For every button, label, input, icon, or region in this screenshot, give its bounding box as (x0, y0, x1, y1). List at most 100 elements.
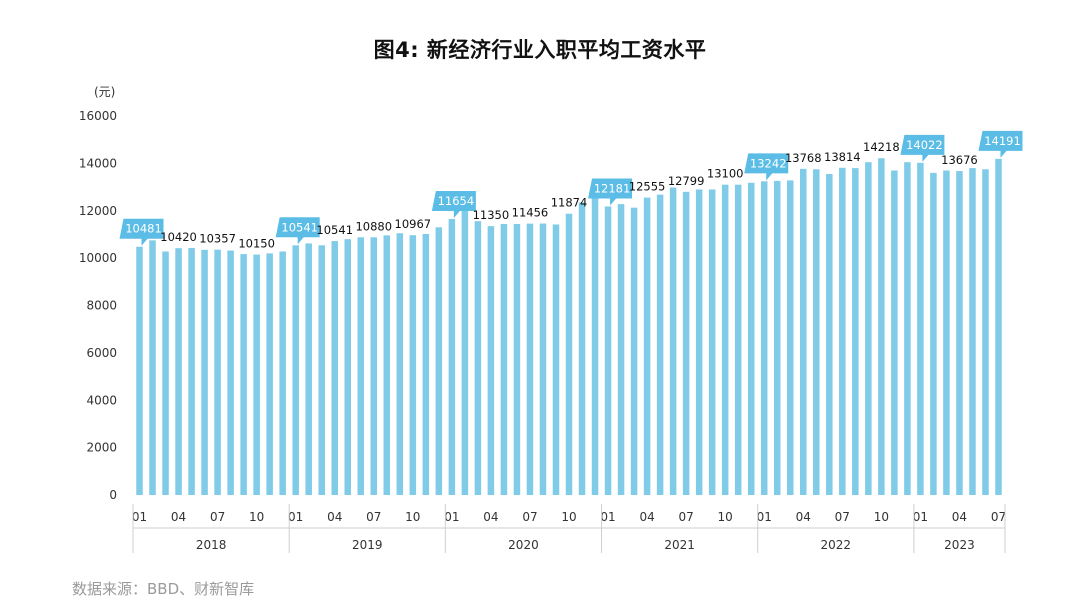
bar (539, 223, 547, 495)
bar (695, 189, 703, 495)
data-label: 10541 (281, 220, 318, 234)
x-tick-label: 07 (835, 510, 850, 524)
bar (201, 249, 208, 495)
callout-box (900, 134, 945, 162)
bar (813, 169, 820, 495)
x-tick-label: 10 (718, 510, 733, 524)
y-tick-label: 10000 (79, 251, 117, 265)
bar (747, 182, 755, 495)
bar (891, 170, 898, 495)
bar (448, 218, 456, 496)
bar (331, 241, 338, 495)
x-tick-label: 01 (288, 510, 303, 524)
bar (487, 226, 495, 495)
data-label: 13768 (785, 151, 822, 165)
data-label: 12181 (594, 181, 631, 195)
bar (956, 171, 963, 495)
bar-series (136, 158, 1002, 496)
x-tick-label: 04 (327, 510, 342, 524)
x-tick-label: 04 (483, 510, 498, 524)
data-label: 10541 (316, 223, 353, 237)
x-tick-label: 04 (796, 510, 811, 524)
year-label: 2020 (508, 538, 539, 552)
x-tick-label: 01 (757, 510, 772, 524)
x-tick-label: 01 (600, 510, 615, 524)
data-label: 10357 (199, 232, 236, 246)
bar (982, 169, 989, 495)
data-label: 10967 (395, 217, 432, 231)
bar (995, 158, 1002, 495)
bar (474, 221, 482, 496)
y-axis: 0 2000 4000 6000 8000 10000 12000 14000 16000 (79, 109, 117, 502)
x-tick-label: 10 (561, 510, 576, 524)
year-label: 2022 (821, 538, 852, 552)
bar (787, 180, 794, 495)
data-label: 14218 (863, 140, 900, 154)
bar (370, 237, 378, 495)
y-tick-label: 6000 (86, 346, 117, 360)
x-tick-label: 04 (639, 510, 654, 524)
data-label: 13676 (941, 153, 978, 167)
y-tick-label: 12000 (79, 204, 117, 218)
bar (149, 240, 156, 495)
y-tick-label: 0 (109, 488, 117, 502)
bar (526, 223, 534, 496)
bar (708, 189, 716, 495)
bar (422, 233, 430, 495)
bar (357, 237, 365, 495)
bar (513, 224, 521, 495)
data-label: 10420 (160, 230, 197, 244)
year-label: 2018 (196, 538, 227, 552)
data-label: 11874 (551, 196, 588, 210)
callout-box (275, 217, 320, 245)
bar (826, 174, 833, 496)
callout-box (978, 130, 1023, 158)
data-label: 13100 (707, 167, 744, 181)
data-label: 11456 (512, 206, 549, 220)
bar (214, 249, 221, 495)
x-tick-label: 07 (991, 510, 1006, 524)
y-axis-unit-label: (元) (94, 85, 115, 99)
year-label: 2019 (352, 538, 383, 552)
data-label: 14022 (906, 138, 943, 152)
bar (682, 191, 690, 496)
data-label: 11654 (438, 194, 475, 208)
y-tick-label: 16000 (79, 109, 117, 123)
bar (773, 180, 781, 495)
bar (500, 224, 508, 495)
bar (669, 187, 677, 495)
data-label: 10880 (355, 219, 392, 233)
year-label: 2021 (664, 538, 695, 552)
data-label: 14191 (984, 134, 1021, 148)
bar (292, 245, 299, 495)
bar (969, 168, 976, 496)
bar (852, 168, 859, 496)
x-axis: 01 04 07 10 01 04 07 10 01 04 07 10 01 04 07 10 01 04 07 10… (132, 504, 1006, 553)
bar (565, 213, 573, 495)
y-tick-label: 8000 (86, 299, 117, 313)
bar (760, 181, 768, 495)
bar (604, 206, 612, 495)
bar (136, 246, 143, 495)
bar (904, 162, 911, 496)
bar (227, 250, 234, 495)
data-label: 10481 (125, 222, 162, 236)
callout-box (431, 190, 476, 218)
bar (721, 184, 729, 495)
x-tick-label: 01 (913, 510, 928, 524)
bar (734, 184, 742, 495)
x-tick-label: 10 (874, 510, 889, 524)
x-tick-label: 07 (522, 510, 537, 524)
data-label: 13242 (750, 156, 787, 170)
bar (461, 204, 469, 495)
bar (318, 245, 325, 495)
source-note: 数据来源：BBD、财新智库 (72, 580, 255, 598)
bar (253, 254, 260, 495)
bar (162, 251, 169, 495)
bar (865, 162, 872, 496)
bar (305, 243, 312, 495)
bar (917, 162, 924, 495)
callout-box (119, 218, 164, 246)
bar (930, 172, 937, 495)
